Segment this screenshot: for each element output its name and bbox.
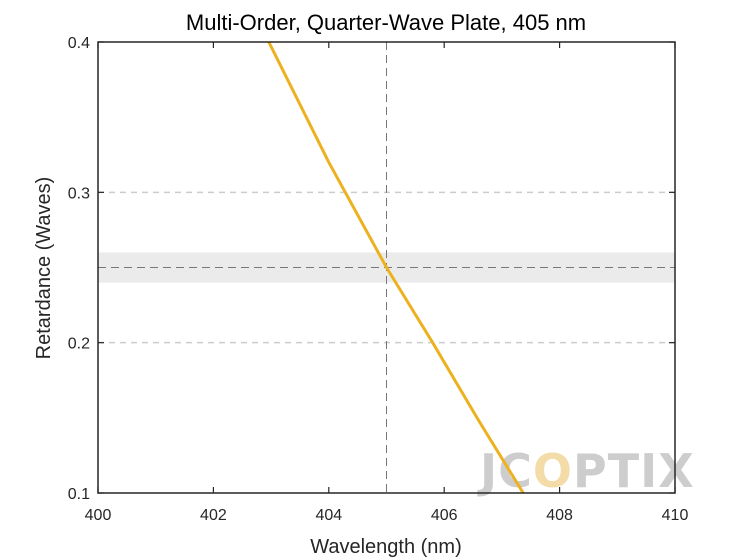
watermark-letter: O: [533, 444, 573, 498]
y-axis-label: Retardance (Waves): [33, 177, 55, 360]
watermark-letter: T: [608, 444, 640, 498]
watermark-letter: I: [640, 444, 658, 498]
chart-title: Multi-Order, Quarter-Wave Plate, 405 nm: [186, 10, 586, 35]
x-tick-label: 410: [662, 507, 689, 524]
series-line-0: [267, 42, 525, 493]
axes-box: [97, 41, 676, 494]
x-tick-label: 406: [431, 507, 458, 524]
watermark: JCOPTIX: [477, 444, 695, 498]
y-tick-label: 0.2: [68, 336, 90, 353]
x-tick-label: 404: [315, 507, 342, 524]
x-tick-label: 400: [85, 507, 112, 524]
x-axis-label: Wavelength (nm): [310, 536, 462, 558]
y-tick-label: 0.1: [68, 486, 90, 503]
watermark-letter: P: [573, 444, 608, 498]
watermark-letter: C: [498, 444, 533, 498]
x-tick-label: 408: [546, 507, 573, 524]
watermark-text: JCOPTIX: [477, 444, 695, 498]
y-tick-label: 0.3: [68, 185, 90, 202]
watermark-letter: X: [658, 444, 694, 498]
watermark-letter: J: [477, 444, 498, 498]
y-tick-label: 0.4: [68, 35, 90, 52]
plot-area: JCOPTIX 400 402 404 406 408 410 0.1 0.2 0.3 0.4: [68, 35, 695, 524]
x-tick-label: 402: [200, 507, 227, 524]
